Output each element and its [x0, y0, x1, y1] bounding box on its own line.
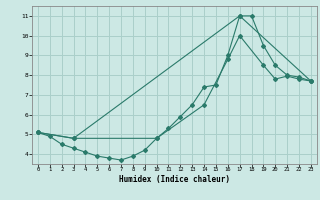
- X-axis label: Humidex (Indice chaleur): Humidex (Indice chaleur): [119, 175, 230, 184]
